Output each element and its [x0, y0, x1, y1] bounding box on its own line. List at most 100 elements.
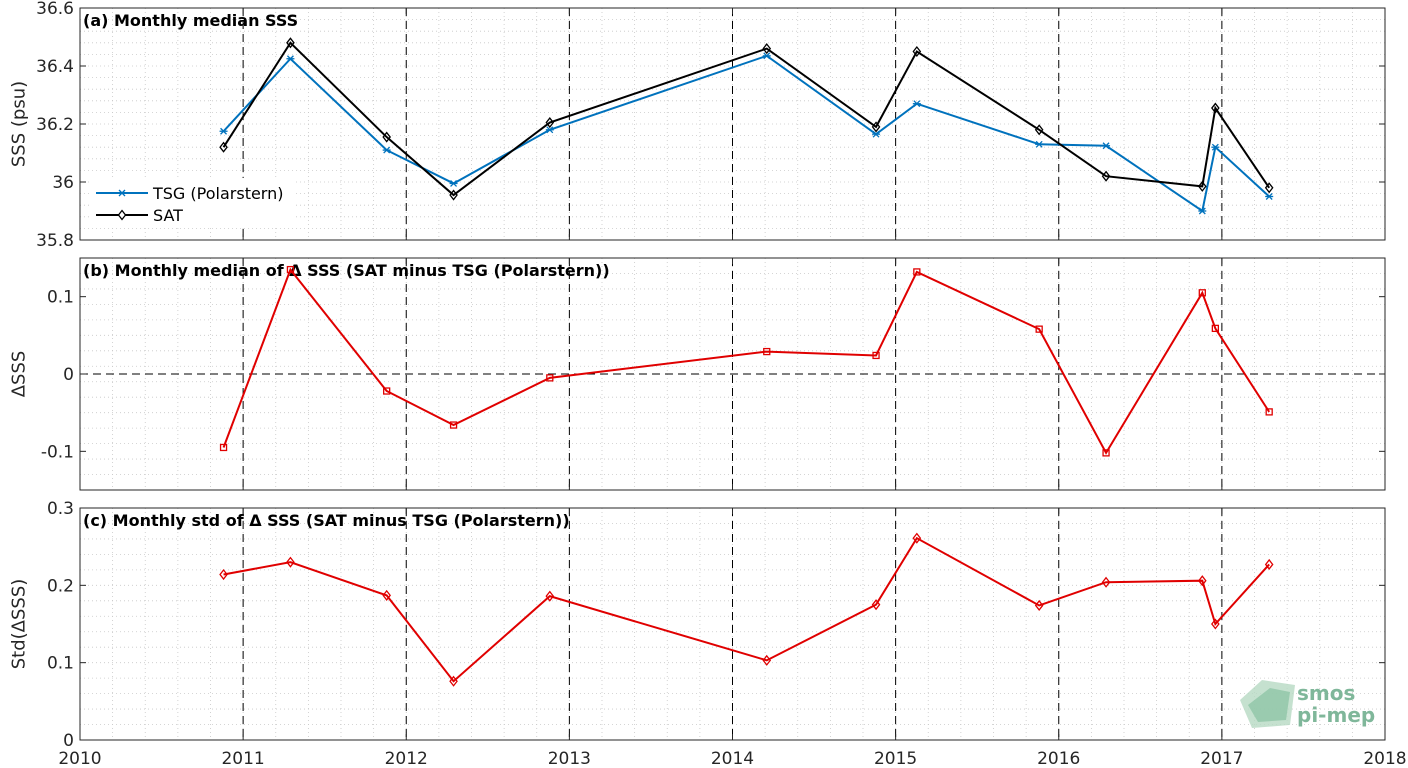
x-tick-label: 2018 — [1363, 749, 1406, 768]
data-point — [1211, 618, 1220, 630]
marker-stroke — [383, 146, 391, 154]
marker-stroke — [546, 126, 554, 134]
marker-stroke — [763, 52, 771, 60]
data-point — [1102, 142, 1111, 150]
y-axis-label-a: SSS (psu) — [8, 81, 29, 167]
data-point — [871, 599, 881, 611]
data-point — [546, 374, 554, 382]
data-point — [382, 131, 391, 143]
y-tick-label: 35.8 — [36, 231, 74, 251]
data-point — [762, 52, 771, 60]
y-tick-label: 0.3 — [47, 499, 74, 519]
data-point — [871, 121, 881, 133]
y-tick-label: 0.1 — [47, 288, 74, 308]
data-point — [449, 179, 458, 187]
marker-stroke — [913, 100, 921, 108]
series-line — [222, 54, 1270, 213]
data-point — [1035, 140, 1044, 148]
data-point — [912, 45, 922, 58]
y-tick-label: 0 — [63, 731, 74, 751]
y-axis-label-b: ΔSSS — [8, 351, 29, 398]
data-point — [1211, 143, 1220, 151]
data-point — [382, 146, 391, 154]
legend-box — [90, 178, 295, 228]
y-axis-label-c: Std(ΔSSS) — [8, 579, 29, 670]
legend-label: SAT — [153, 206, 183, 225]
data-point — [286, 265, 295, 274]
data-point — [286, 556, 295, 568]
data-point — [382, 589, 391, 601]
x-tick-label: 2011 — [221, 749, 264, 768]
data-point — [1197, 180, 1207, 192]
x-tick-label: 2012 — [385, 749, 428, 768]
logo-mark-inner — [1248, 688, 1290, 722]
series-c-0 — [219, 532, 1274, 687]
data-point — [1034, 599, 1044, 611]
x-tick-label: 2016 — [1037, 749, 1080, 768]
series-b-0 — [219, 265, 1273, 457]
data-point — [1035, 325, 1043, 333]
panel-a-median-sss: 35.8 36 36.2 36.4 36.6 SSS (psu) (a) Monthly m… — [8, 0, 1386, 251]
data-point — [1102, 449, 1110, 457]
data-point — [383, 387, 391, 395]
legend-marker — [118, 189, 126, 197]
marker-stroke — [1265, 193, 1273, 200]
marker-stroke — [1102, 142, 1110, 150]
smos-pi-mep-logo: smos pi-mep — [1240, 680, 1375, 728]
marker-stroke — [220, 127, 228, 135]
logo-line1: smos — [1297, 681, 1355, 705]
data-point — [912, 100, 921, 108]
legend-marker — [117, 209, 127, 221]
data-point — [286, 55, 295, 63]
data-point — [1198, 207, 1207, 215]
data-point — [913, 268, 921, 276]
series-line — [222, 267, 1271, 455]
data-point — [762, 43, 772, 55]
panel-title-a: (a) Monthly median SSS — [83, 11, 298, 30]
data-point — [912, 532, 922, 544]
panel-title-c: (c) Monthly std of Δ SSS (SAT minus TSG … — [83, 511, 570, 530]
x-tick-label: 2014 — [711, 749, 754, 768]
data-point — [219, 141, 228, 153]
y-tick-label: 36.4 — [36, 57, 74, 77]
data-point — [1034, 124, 1044, 136]
data-point — [1211, 324, 1219, 333]
marker-stroke — [450, 179, 458, 187]
data-point — [763, 347, 771, 356]
panel-b-median-delta-sss: -0.1 0 0.1 ΔSSS (b) Monthly median of Δ SSS … — [8, 257, 1386, 491]
data-point — [872, 351, 880, 360]
y-ticks-c: 0 0.1 0.2 0.3 — [47, 499, 1385, 751]
data-point — [1264, 558, 1274, 571]
y-tick-label: 36.2 — [36, 115, 74, 135]
x-tick-label: 2017 — [1200, 749, 1243, 768]
data-point — [762, 654, 772, 666]
logo-line2: pi-mep — [1297, 703, 1375, 727]
legend-label: TSG (Polarstern) — [152, 184, 283, 203]
data-point — [449, 675, 458, 687]
data-point — [1197, 575, 1207, 587]
data-point — [1101, 170, 1111, 182]
marker-stroke — [286, 55, 294, 63]
data-point — [545, 116, 555, 129]
series-line — [222, 41, 1271, 197]
data-point — [449, 421, 458, 429]
legend: TSG (Polarstern) SAT — [90, 178, 295, 228]
data-point — [872, 130, 881, 138]
marker-stroke — [1035, 140, 1043, 148]
y-tick-label: -0.1 — [41, 442, 74, 462]
data-point — [1101, 576, 1111, 588]
series-line — [223, 536, 1270, 683]
data-point — [449, 189, 458, 201]
y-tick-label: 36.6 — [36, 0, 74, 19]
y-ticks-b: -0.1 0 0.1 — [41, 288, 1385, 462]
x-tick-label: 2015 — [874, 749, 917, 768]
series-a-0 — [219, 52, 1274, 215]
data-point — [1198, 289, 1206, 297]
marker-stroke — [872, 130, 880, 138]
x-tick-label: 2013 — [548, 749, 591, 768]
data-point — [219, 127, 228, 135]
y-tick-label: 36 — [52, 173, 74, 193]
data-point — [1264, 182, 1274, 194]
